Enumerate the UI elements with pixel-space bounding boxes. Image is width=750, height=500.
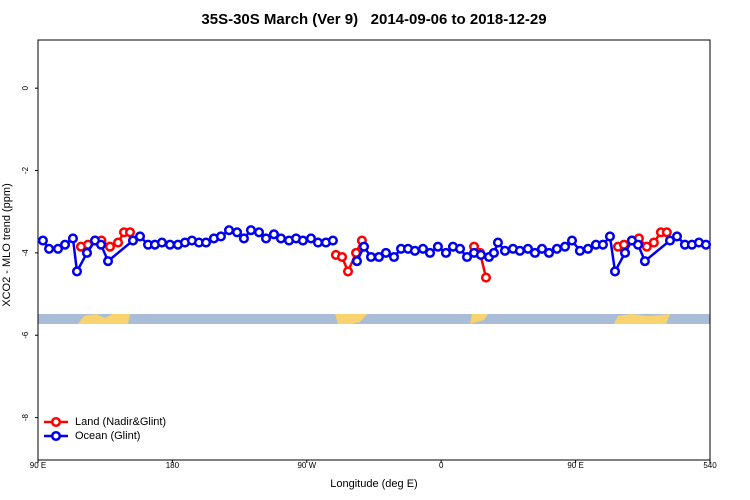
y-tick-label: -2 <box>21 166 30 174</box>
data-point <box>37 235 48 246</box>
data-point <box>499 245 511 256</box>
data-point <box>574 245 585 256</box>
data-point <box>52 243 64 254</box>
data-point <box>81 247 93 258</box>
data-point <box>373 251 384 263</box>
data-point <box>632 239 644 250</box>
data-point <box>566 235 578 246</box>
legend-marker <box>50 430 62 442</box>
legend-marker <box>50 416 62 428</box>
data-point <box>59 239 71 250</box>
data-point <box>156 237 167 248</box>
data-point <box>388 251 400 263</box>
data-point <box>275 233 287 244</box>
data-point <box>102 256 114 267</box>
legend-label: Land (Nadir&Glint) <box>75 416 166 428</box>
data-point <box>618 239 630 250</box>
y-axis-label: XCO2 - MLO trend (ppm) <box>1 183 13 306</box>
data-point <box>112 237 124 248</box>
data-point <box>200 237 212 248</box>
y-tick-label: -8 <box>21 413 30 421</box>
data-point <box>260 233 272 244</box>
data-point <box>71 266 83 277</box>
data-point <box>232 227 243 238</box>
data-point <box>559 241 571 252</box>
data-point <box>492 237 503 248</box>
y-tick-label: -4 <box>21 249 30 257</box>
data-point <box>551 243 562 254</box>
data-point <box>268 229 279 240</box>
data-point <box>336 251 348 263</box>
data-point <box>522 243 534 254</box>
y-tick-label: -6 <box>21 331 30 339</box>
data-point <box>514 245 525 256</box>
data-point <box>104 241 116 252</box>
data-point <box>488 247 499 258</box>
data-point <box>253 227 265 238</box>
data-point <box>475 249 486 260</box>
data-point <box>215 231 226 242</box>
x-axis-label: Longitude (deg E) <box>330 478 417 490</box>
x-tick-label: 90 E <box>567 461 583 470</box>
data-point <box>351 256 363 267</box>
data-point <box>480 272 492 283</box>
data-point <box>424 247 436 258</box>
data-point <box>365 251 377 263</box>
data-point <box>648 237 659 248</box>
data-point <box>127 235 139 246</box>
data-point <box>639 256 650 267</box>
data-point <box>440 247 452 258</box>
data-point <box>619 247 631 258</box>
x-tick-label: 90 E <box>30 461 46 470</box>
x-tick-label: 90 W <box>297 461 316 470</box>
data-point <box>417 243 429 254</box>
data-point <box>609 266 621 277</box>
data-point <box>223 225 235 236</box>
data-point <box>582 243 594 254</box>
data-point <box>124 227 136 238</box>
data-point <box>134 231 146 242</box>
data-point <box>358 241 370 252</box>
data-point <box>664 235 676 246</box>
data-point <box>604 231 615 242</box>
legend-label: Ocean (Glint) <box>75 430 140 442</box>
data-point <box>380 247 391 258</box>
x-tick-label: 540 <box>703 461 717 470</box>
data-point <box>641 241 652 252</box>
data-point <box>297 235 308 246</box>
data-point <box>671 231 683 242</box>
data-point <box>342 266 354 277</box>
data-point <box>536 243 548 254</box>
data-point <box>95 239 107 250</box>
data-point <box>245 225 256 236</box>
data-point <box>454 243 466 254</box>
map-strip <box>38 314 710 324</box>
data-point <box>164 239 176 250</box>
data-point <box>432 241 443 252</box>
data-point <box>597 239 608 250</box>
data-point <box>529 247 541 258</box>
data-point <box>238 233 249 244</box>
x-tick-label: 0 <box>439 461 444 470</box>
data-point <box>461 251 473 263</box>
data-point <box>67 233 78 244</box>
x-tick-label: 180 <box>166 461 180 470</box>
y-tick-label: 0 <box>21 85 30 90</box>
data-point <box>543 247 555 258</box>
data-point <box>700 239 712 250</box>
data-point <box>327 235 338 246</box>
data-point <box>409 245 420 256</box>
data-point <box>44 243 55 254</box>
plot-frame <box>37 39 711 461</box>
data-point <box>305 233 317 244</box>
chart-title: 35S-30S March (Ver 9) 2014-09-06 to 2018… <box>201 11 546 28</box>
data-point <box>661 227 672 238</box>
data-point <box>312 237 324 248</box>
